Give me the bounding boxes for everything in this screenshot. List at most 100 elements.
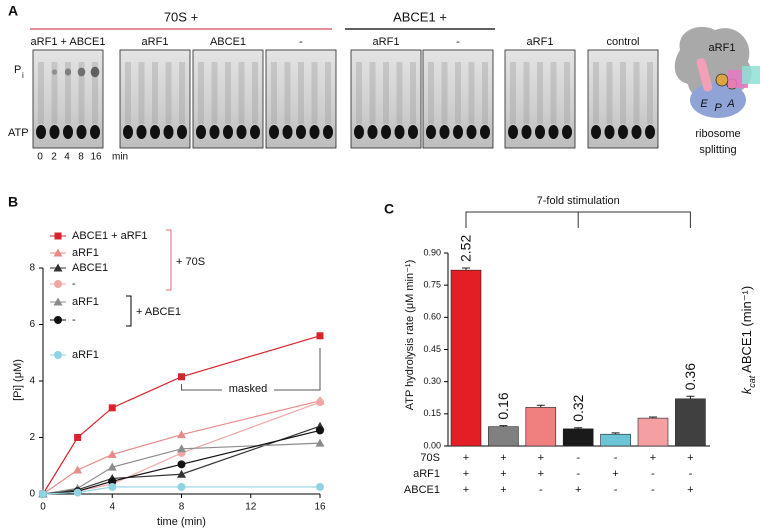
x-tick-label: 0 — [40, 502, 46, 513]
marker — [73, 465, 83, 474]
annotation: masked — [229, 383, 268, 395]
panel-label: C — [384, 201, 394, 217]
diagram-label: A — [726, 98, 734, 110]
atp-spot — [323, 125, 333, 139]
bar — [488, 426, 519, 447]
gel-smear — [238, 62, 245, 124]
diagram-label: P — [714, 102, 722, 114]
gel-smear — [125, 62, 131, 124]
y2-axis-label: kcat ABCE1 (min⁻¹) — [739, 286, 757, 394]
legend-label: ABCE1 — [72, 262, 108, 274]
bar — [600, 433, 631, 447]
gel-smear — [620, 62, 626, 124]
gel-label: - — [456, 36, 460, 48]
kcat-label: 0.32 — [570, 394, 586, 421]
atp-spot — [631, 125, 642, 139]
y-tick-label: 0.00 — [423, 440, 441, 450]
marker — [178, 373, 185, 381]
condition-sign: - — [614, 484, 618, 496]
gel-smear — [38, 62, 44, 124]
lane-label: min — [112, 152, 128, 163]
marker — [108, 404, 116, 412]
gel-smear — [271, 62, 277, 124]
legend-label: aRF1 — [72, 247, 99, 259]
marker — [177, 460, 186, 469]
y-tick-label: 0 — [29, 489, 35, 500]
y-tick-label: 0.90 — [423, 247, 441, 257]
legend-label: aRF1 — [72, 296, 99, 308]
group-label: ABCE1 + — [393, 9, 447, 24]
lane-label: 2 — [51, 152, 57, 163]
gel-smear — [225, 62, 231, 124]
y-tick-label: 0.75 — [423, 280, 441, 290]
x-tick-label: 12 — [245, 502, 257, 513]
bar — [637, 417, 669, 447]
atp-spot — [236, 125, 247, 139]
gel-label: ABCE1 — [210, 36, 246, 48]
gel-label: aRF1 — [142, 36, 169, 48]
gel-smear — [482, 62, 488, 124]
atp-spot — [177, 125, 187, 139]
gel-smear — [468, 62, 475, 124]
atp-spot — [426, 125, 436, 139]
gel-smear — [311, 62, 318, 124]
marker — [316, 332, 324, 340]
marker — [107, 462, 117, 471]
legend-bracket — [126, 295, 132, 327]
gel-smear — [211, 62, 218, 124]
atp-spot — [76, 125, 87, 139]
gel-smear — [633, 62, 640, 124]
lane-label: 16 — [90, 152, 102, 163]
atp-spot — [150, 125, 160, 139]
marker — [54, 316, 62, 324]
atp-spot — [591, 125, 601, 139]
error-bar — [611, 432, 620, 435]
atp-spot — [49, 125, 60, 139]
group-label: 70S + — [164, 9, 198, 24]
y-tick-label: 6 — [29, 319, 35, 330]
marker — [73, 488, 82, 497]
gel-smear — [455, 62, 461, 124]
atp-spot — [223, 125, 233, 139]
gel-smear — [198, 62, 204, 124]
gel-smear — [252, 62, 258, 124]
atp-spot — [354, 125, 364, 139]
condition-sign: + — [463, 468, 469, 480]
marker — [53, 248, 63, 257]
legend-bracket — [166, 229, 172, 291]
marker — [53, 297, 63, 306]
marker — [107, 449, 117, 458]
gel-label: aRF1 — [527, 36, 554, 48]
condition-label: aRF1 — [413, 468, 440, 480]
gel-smear — [441, 62, 448, 124]
diagram-label: E — [700, 98, 708, 110]
marker — [177, 469, 186, 478]
y-tick-label: 8 — [29, 263, 35, 274]
atp-spot — [508, 125, 518, 139]
gel-smear — [179, 62, 185, 124]
ribosome-diagram — [674, 26, 760, 118]
y2-symbol: k — [739, 386, 754, 394]
marker — [54, 232, 62, 240]
x-tick-label: 8 — [179, 502, 185, 513]
y-tick-label: 2 — [29, 432, 35, 443]
condition-sign: - — [539, 484, 543, 496]
atp-spot — [562, 125, 572, 139]
condition-sign: - — [576, 452, 580, 464]
error-bar — [574, 427, 583, 429]
pi-spot — [51, 69, 58, 75]
condition-sign: + — [687, 484, 693, 496]
atp-spot — [408, 125, 418, 139]
atp-spot — [123, 125, 133, 139]
marker — [108, 482, 117, 491]
y-tick-label: 0.15 — [423, 408, 441, 418]
panel-label: B — [8, 194, 18, 210]
pi-spot — [77, 67, 86, 77]
legend-label: ABCE1 + aRF1 — [72, 230, 148, 242]
y-tick-label: 0.30 — [423, 376, 441, 386]
condition-sign: - — [576, 468, 580, 480]
atp-spot — [604, 125, 615, 139]
gel-smear — [523, 62, 530, 124]
condition-sign: + — [575, 484, 581, 496]
